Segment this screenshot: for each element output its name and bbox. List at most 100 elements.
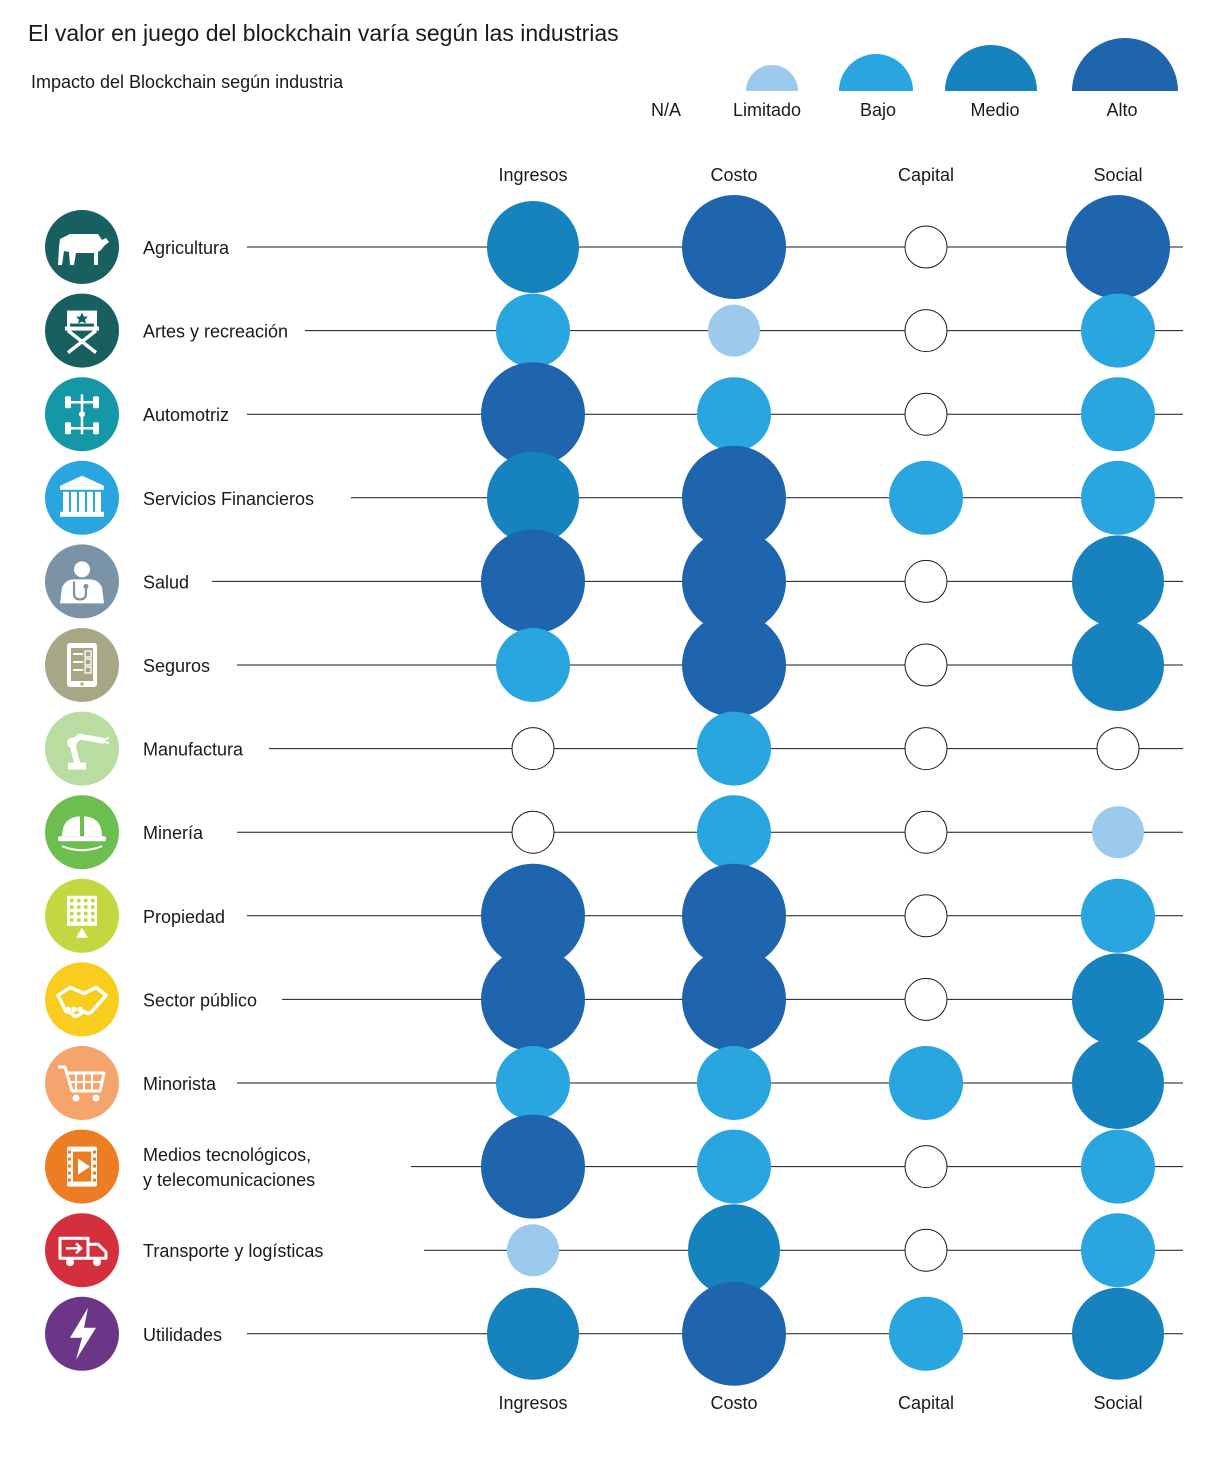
chart-subtitle: Impacto del Blockchain según industria xyxy=(31,72,344,92)
bubble-social xyxy=(1092,806,1144,859)
bubble-social xyxy=(1081,293,1155,368)
bubble-social xyxy=(1072,953,1164,1046)
column-header-ingresos: Ingresos xyxy=(498,165,567,185)
bubble-costo xyxy=(697,1129,771,1204)
bubble-costo xyxy=(682,529,786,634)
bubble-costo xyxy=(708,304,760,357)
row-label: Minería xyxy=(143,823,204,843)
tablet-checklist-icon xyxy=(45,628,119,702)
legend-label-limitado: Limitado xyxy=(733,100,801,120)
bubble-capital xyxy=(904,894,948,938)
building-icon xyxy=(45,878,119,953)
bubble-capital xyxy=(904,643,948,687)
legend-swatch-medio xyxy=(945,45,1037,91)
row-label: Sector público xyxy=(143,990,257,1010)
legend-label-bajo: Bajo xyxy=(860,100,896,120)
bubble-capital xyxy=(904,727,948,771)
bubble-costo xyxy=(697,711,771,786)
bubble-ingresos xyxy=(496,1046,570,1120)
car-chassis-icon xyxy=(45,377,119,452)
row: Propiedad xyxy=(45,863,1183,968)
row-label: Agricultura xyxy=(143,238,230,258)
column-header-costo: Costo xyxy=(710,165,757,185)
legend-swatch-alto xyxy=(1072,38,1178,91)
bubble-ingresos xyxy=(496,628,570,702)
bubble-costo xyxy=(697,377,771,452)
directors-chair-icon xyxy=(45,293,119,368)
row-label: Utilidades xyxy=(143,1325,222,1345)
column-footer-social: Social xyxy=(1093,1393,1142,1413)
legend-label-alto: Alto xyxy=(1106,100,1137,120)
row-label: Manufactura xyxy=(143,740,244,760)
column-header-social: Social xyxy=(1093,165,1142,185)
row-label: Salud xyxy=(143,572,189,592)
bubble-ingresos xyxy=(487,1287,579,1380)
bubble-social xyxy=(1081,460,1155,535)
bubble-ingresos xyxy=(481,1114,585,1219)
bubble-capital xyxy=(889,460,963,535)
bubble-costo xyxy=(697,795,771,870)
row-label: Minorista xyxy=(143,1074,217,1094)
row: Medios tecnológicos, y telecomunicaciones xyxy=(45,1114,1183,1219)
row: Manufactura xyxy=(45,711,1183,786)
row: Automotriz xyxy=(45,362,1183,467)
row-label: Medios tecnológicos, xyxy=(143,1145,311,1165)
column-footer-capital: Capital xyxy=(898,1393,954,1413)
shopping-cart-icon xyxy=(45,1046,119,1120)
chart-title: El valor en juego del blockchain varía s… xyxy=(28,20,619,46)
bubble-capital xyxy=(904,392,948,436)
bubble-costo xyxy=(682,947,786,1052)
row: Salud xyxy=(45,529,1183,634)
column-footer-costo: Costo xyxy=(710,1393,757,1413)
row: Seguros xyxy=(45,613,1183,717)
bubble-capital xyxy=(904,225,948,269)
legend-label-medio: Medio xyxy=(970,100,1019,120)
bubble-capital xyxy=(904,1145,948,1189)
doctor-icon xyxy=(45,544,119,619)
column-headers-top: Ingresos Costo Capital Social xyxy=(498,165,1142,185)
video-play-icon xyxy=(45,1129,119,1204)
row-label: Seguros xyxy=(143,656,210,676)
row-label: Servicios Financieros xyxy=(143,489,314,509)
row: Artes y recreación xyxy=(45,293,1183,368)
row-label: y telecomunicaciones xyxy=(143,1170,315,1190)
legend-label-na: N/A xyxy=(651,100,681,120)
row: Sector público xyxy=(45,947,1183,1052)
bubble-capital xyxy=(904,1228,948,1272)
rows: Agricultura Artes y recreación Automotriz S… xyxy=(45,195,1183,1386)
row: Transporte y logísticas xyxy=(45,1204,1183,1297)
bubble-ingresos xyxy=(507,1224,559,1277)
legend: N/A Limitado Bajo Medio Alto xyxy=(651,38,1178,120)
bubble-ingresos xyxy=(511,810,555,854)
bubble-costo xyxy=(682,195,786,299)
lightning-icon xyxy=(45,1296,119,1371)
row: Servicios Financieros xyxy=(45,445,1183,550)
bubble-social xyxy=(1081,1213,1155,1288)
delivery-truck-icon xyxy=(45,1213,119,1288)
bubble-social xyxy=(1072,535,1164,628)
bubble-capital xyxy=(889,1296,963,1371)
handshake-icon xyxy=(45,962,119,1037)
row: Utilidades xyxy=(45,1281,1183,1386)
row-label: Artes y recreación xyxy=(143,322,288,342)
column-footer-ingresos: Ingresos xyxy=(498,1393,567,1413)
bubble-costo xyxy=(682,613,786,717)
bubble-social xyxy=(1081,878,1155,953)
row: Minorista xyxy=(45,1037,1183,1129)
bubble-ingresos xyxy=(481,529,585,634)
bubble-ingresos xyxy=(481,947,585,1052)
bubble-costo xyxy=(682,445,786,550)
bubble-social xyxy=(1081,1129,1155,1204)
bubble-social xyxy=(1072,619,1164,711)
row-label: Propiedad xyxy=(143,907,225,927)
bubble-ingresos xyxy=(487,201,579,293)
bubble-social xyxy=(1072,1037,1164,1129)
hard-hat-icon xyxy=(45,795,119,870)
row-label: Automotriz xyxy=(143,405,229,425)
bubble-capital xyxy=(904,977,948,1021)
bubble-costo xyxy=(682,863,786,968)
cow-icon xyxy=(45,210,119,284)
row: Agricultura xyxy=(45,195,1183,299)
row-label: Transporte y logísticas xyxy=(143,1241,323,1261)
robot-arm-icon xyxy=(45,711,119,786)
